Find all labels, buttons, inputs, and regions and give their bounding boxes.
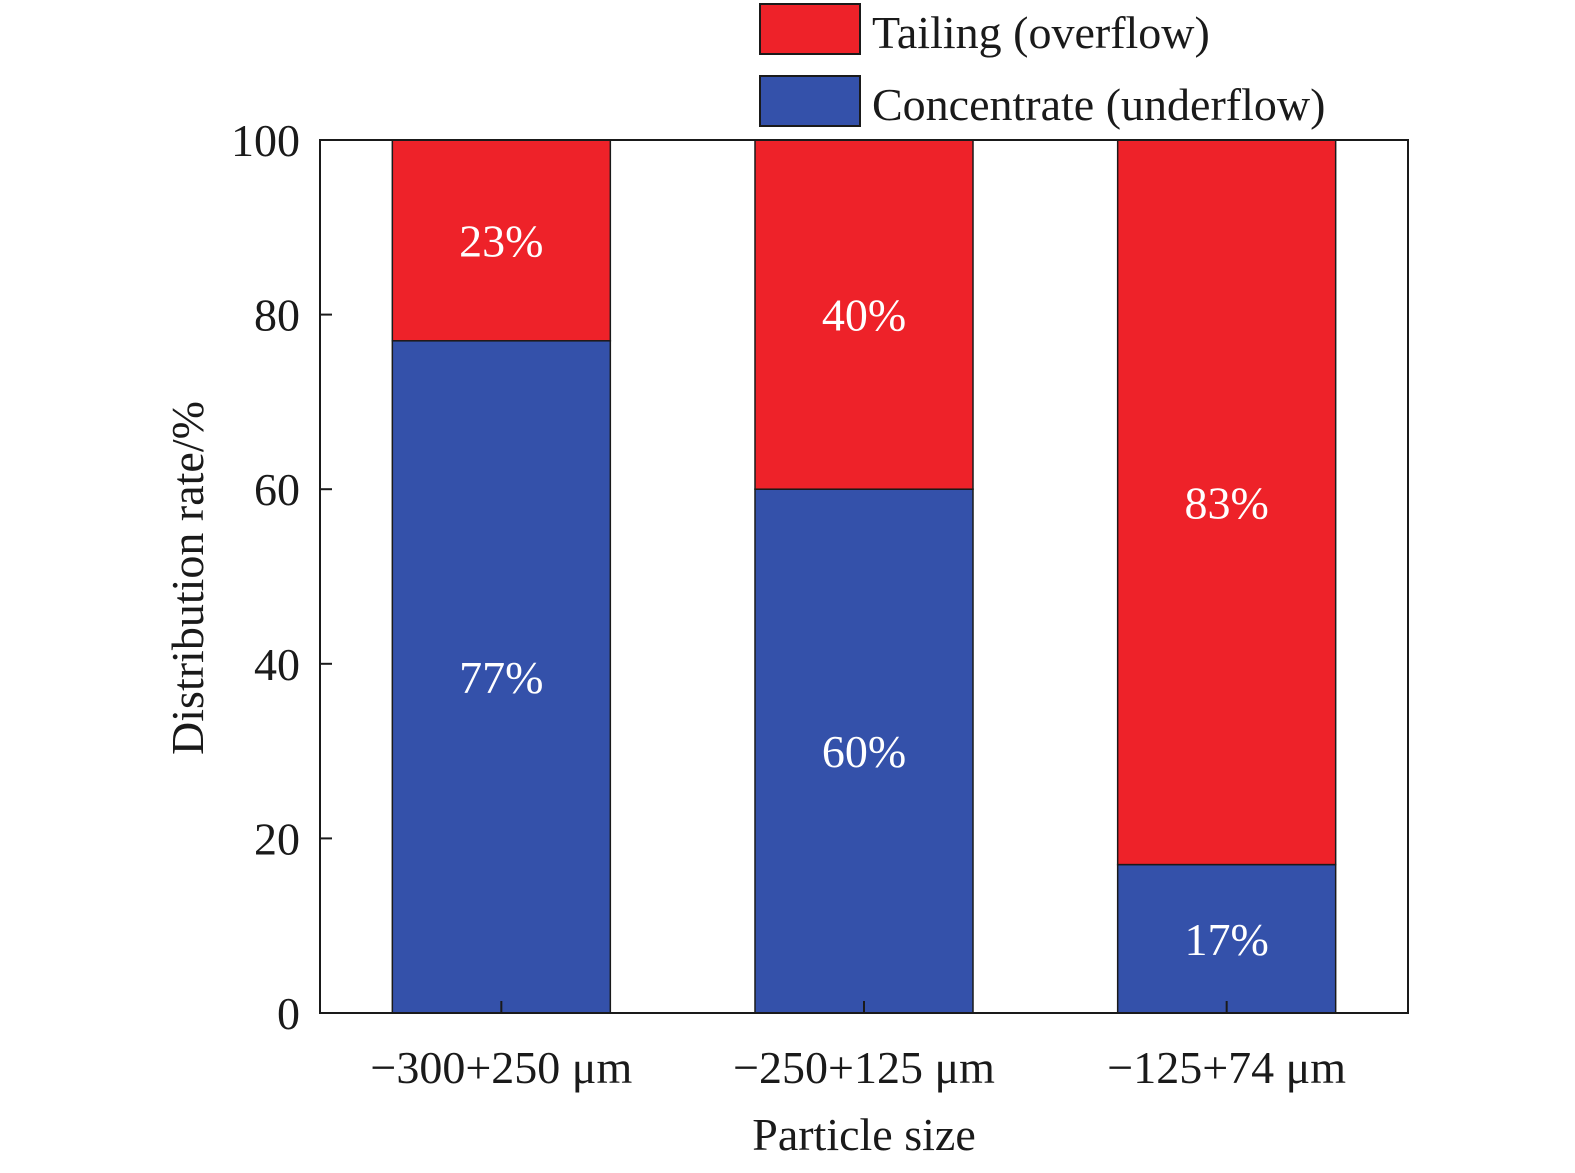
- data-label: 23%: [459, 215, 543, 266]
- bars: 77% 23% 60% 40% 17% 83%: [391, 139, 1337, 1014]
- x-axis-title: Particle size: [752, 1109, 976, 1160]
- bar-segment-concentrate-1: [391, 340, 612, 1014]
- data-label: 77%: [459, 652, 543, 703]
- y-axis: 0 20 40 60 80 100: [231, 115, 332, 1039]
- legend: Tailing (overflow) Concentrate (underflow…: [759, 3, 1325, 130]
- y-tick-label: 60: [254, 464, 300, 515]
- legend-swatch: [759, 75, 861, 127]
- y-tick-label: 80: [254, 290, 300, 341]
- bar-segment-concentrate-3: [1116, 863, 1337, 1014]
- x-axis: −300+250 μm −250+125 μm −125+74 μm: [370, 1001, 1346, 1093]
- data-label: 17%: [1185, 914, 1269, 965]
- y-tick-label: 20: [254, 813, 300, 864]
- y-tick-label: 100: [231, 115, 300, 166]
- bar-segment-tailing-3: [1116, 139, 1337, 866]
- data-label: 40%: [822, 290, 906, 341]
- x-tick-label: −125+74 μm: [1107, 1042, 1346, 1093]
- y-tick-label: 0: [277, 988, 300, 1039]
- bar-segment-tailing-2: [754, 139, 974, 490]
- x-tick-label: −250+125 μm: [733, 1042, 995, 1093]
- y-axis-title: Distribution rate/%: [162, 401, 213, 755]
- legend-swatch: [759, 3, 861, 55]
- legend-label: Tailing (overflow): [872, 7, 1210, 58]
- data-label: 83%: [1185, 477, 1269, 528]
- legend-label: Concentrate (underflow): [872, 79, 1325, 130]
- y-tick-label: 40: [254, 639, 300, 690]
- x-tick-label: −300+250 μm: [370, 1042, 632, 1093]
- data-label: 60%: [822, 726, 906, 777]
- bar-segment-tailing-1: [391, 139, 612, 342]
